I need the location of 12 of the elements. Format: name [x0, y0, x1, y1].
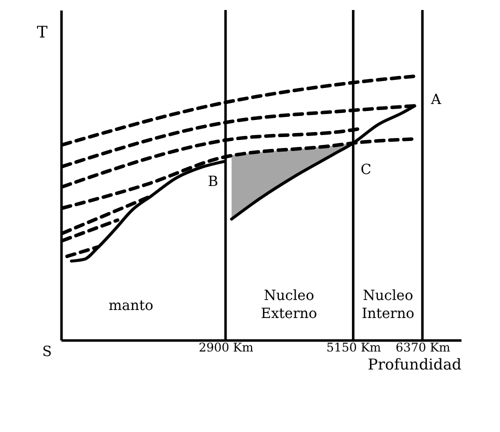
x-axis-title: Profundidad	[368, 356, 462, 374]
x-tick-label: 5150 Km	[326, 340, 382, 354]
annotation: Nucleo Interno	[362, 288, 414, 322]
annotation: Nucleo Externo	[260, 288, 318, 322]
x-tick-label: 2900 Km	[198, 340, 254, 354]
x-tick-label: 6370 Km	[396, 340, 451, 354]
annotation: B	[208, 174, 218, 190]
annotation: A	[430, 92, 442, 108]
y-axis-title: T	[36, 22, 48, 42]
annotation: C	[360, 162, 372, 178]
text: S	[42, 344, 52, 360]
annotation: manto	[108, 298, 154, 314]
